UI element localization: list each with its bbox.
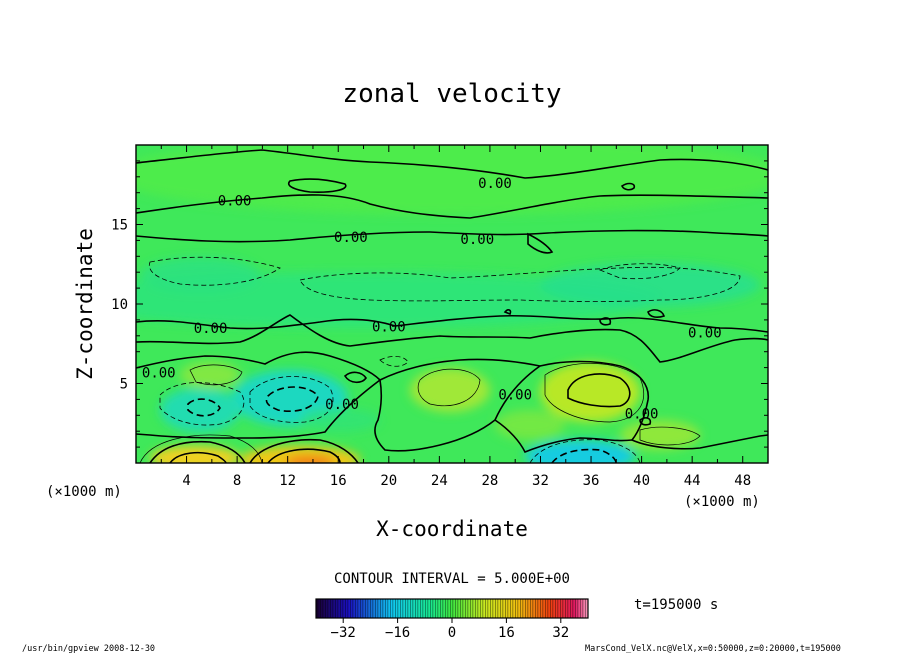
negative-contour <box>379 356 409 367</box>
x-tick-label: 40 <box>633 473 650 489</box>
positive-contour <box>343 371 367 384</box>
y-axis: 5 10 15 <box>111 160 768 448</box>
contour-label: 0.00 <box>625 407 659 423</box>
positive-contour <box>267 448 341 463</box>
x-unit-right: (×1000 m) <box>684 494 760 510</box>
contour-label: 0.00 <box>194 321 228 337</box>
zero-contour <box>136 229 768 243</box>
x-axis-label: X-coordinate <box>376 517 528 541</box>
positive-contour <box>169 451 227 463</box>
colorbar-tick-label: −16 <box>385 625 410 641</box>
x-tick-label: 44 <box>684 473 701 489</box>
zero-contour <box>503 309 512 316</box>
field-blob <box>620 420 700 450</box>
x-tick-label: 36 <box>583 473 600 489</box>
chart-title: zonal velocity <box>342 79 561 109</box>
positive-contour <box>567 373 631 408</box>
contour-label: 0.00 <box>372 319 406 335</box>
zero-contour <box>647 309 666 318</box>
footer-left: /usr/bin/gpview 2008-12-30 <box>22 644 155 654</box>
colorbar-tick-label: 0 <box>448 625 456 641</box>
colorbar: −32 −16 0 16 32 <box>315 598 589 641</box>
positive-contour <box>544 362 645 423</box>
positive-contour <box>189 364 243 386</box>
x-tick-label: 28 <box>481 473 498 489</box>
zero-contour <box>639 417 652 426</box>
zero-contour <box>136 351 382 439</box>
x-tick-label: 24 <box>431 473 448 489</box>
field-blob <box>160 388 240 432</box>
dashed-contours-bold <box>187 386 617 463</box>
negative-contour <box>187 398 221 417</box>
zero-contour <box>288 178 347 193</box>
zero-contour <box>620 182 636 191</box>
field-blob <box>300 408 380 432</box>
contour-label: 0.00 <box>142 365 176 381</box>
field-blob <box>140 257 260 293</box>
field-blob <box>285 456 335 463</box>
colorbar-tick-label: −32 <box>331 625 356 641</box>
negative-contour <box>265 386 319 412</box>
x-tick-label: 32 <box>532 473 549 489</box>
y-tick-label: 15 <box>111 218 128 234</box>
x-unit-left: (×1000 m) <box>46 484 122 500</box>
contour-label: 0.00 <box>325 397 359 413</box>
x-tick-label: 48 <box>734 473 751 489</box>
negative-contour <box>249 376 334 423</box>
solid-contours <box>136 149 768 463</box>
field-blob <box>150 446 240 463</box>
dashed-contours <box>148 256 741 463</box>
colorbar-tick-label: 32 <box>552 625 569 641</box>
field-blob <box>136 272 660 328</box>
zero-contour <box>374 358 542 452</box>
contour-label: 0.00 <box>334 230 368 246</box>
zero-contour <box>136 314 768 363</box>
x-tick-label: 16 <box>330 473 347 489</box>
x-tick-label: 20 <box>380 473 397 489</box>
zero-contour <box>494 419 633 454</box>
zero-contour <box>136 149 768 179</box>
x-tick-label: 8 <box>233 473 241 489</box>
x-tick-label: 4 <box>182 473 190 489</box>
y-axis-label: Z-coordinate <box>73 228 97 380</box>
positive-contour <box>139 434 263 463</box>
zero-contour <box>136 314 768 333</box>
negative-contour <box>598 263 681 280</box>
footer-right: MarsCond_VelX.nc@VelX,x=0:50000,z=0:2000… <box>585 644 841 654</box>
field-blob <box>410 368 490 412</box>
zero-contour <box>599 317 612 326</box>
colorbar-ticks: −32 −16 0 16 32 <box>331 618 569 641</box>
positive-contour <box>639 426 701 446</box>
field-blob <box>495 410 565 440</box>
positive-contour <box>149 440 246 463</box>
field-blob <box>136 145 768 215</box>
contour-label: 0.00 <box>478 176 512 192</box>
negative-contour <box>299 266 741 302</box>
contour-label: 0.00 <box>688 326 722 342</box>
zero-contour-labels: 0.00 0.00 0.00 0.00 0.00 0.00 0.00 0.00 0.00 0.00… <box>142 176 722 423</box>
negative-contour <box>551 448 617 463</box>
time-label: t=195000 s <box>634 597 718 613</box>
contour-label: 0.00 <box>498 388 532 404</box>
contour-label: 0.00 <box>460 232 494 248</box>
colorbar-segments <box>316 599 588 618</box>
zero-contour <box>136 194 768 219</box>
y-tick-label: 5 <box>120 377 128 393</box>
y-tick-label: 10 <box>111 297 128 313</box>
thin-contours <box>139 362 701 463</box>
x-axis: 4 8 12 16 20 24 28 32 36 40 44 48 <box>160 145 751 489</box>
zero-contour <box>527 232 554 254</box>
contour-label: 0.00 <box>218 194 252 210</box>
positive-contour <box>417 368 481 407</box>
negative-contour <box>529 439 641 463</box>
colorbar-tick-label: 16 <box>498 625 515 641</box>
negative-contour <box>159 382 245 426</box>
plot-area: 0.00 0.00 0.00 0.00 0.00 0.00 0.00 0.00 0.00 0.00… <box>136 145 768 463</box>
positive-contour <box>249 438 359 463</box>
contour-interval-label: CONTOUR INTERVAL = 5.000E+00 <box>334 571 570 587</box>
zero-contour <box>539 360 768 450</box>
x-tick-label: 12 <box>279 473 296 489</box>
